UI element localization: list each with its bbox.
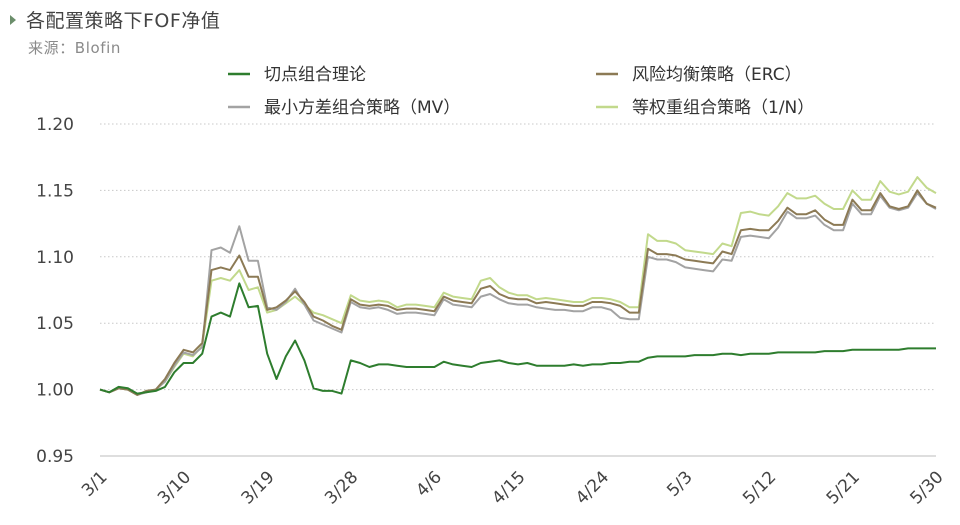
y-tick-label: 1.10 bbox=[36, 248, 74, 268]
x-tick-label: 3/1 bbox=[78, 467, 111, 500]
chart-source: 来源：Blofin bbox=[28, 39, 121, 57]
title-row: 各配置策略下FOF净值 bbox=[10, 6, 220, 33]
legend-label: 风险均衡策略（ERC） bbox=[632, 65, 802, 85]
y-tick-label: 1.15 bbox=[36, 181, 74, 201]
series-line-2 bbox=[99, 192, 937, 396]
legend-label: 切点组合理论 bbox=[264, 65, 366, 85]
legend-label: 等权重组合策略（1/N） bbox=[632, 98, 814, 118]
y-tick-label: 0.95 bbox=[36, 447, 74, 467]
y-tick-label: 1.05 bbox=[36, 314, 74, 334]
x-tick-label: 4/24 bbox=[572, 467, 613, 508]
y-tick-label: 1.20 bbox=[36, 115, 74, 135]
x-tick-label: 4/6 bbox=[412, 467, 445, 500]
x-tick-label: 5/21 bbox=[823, 467, 864, 508]
x-tick-label: 4/15 bbox=[488, 467, 529, 508]
x-tick-label: 5/30 bbox=[906, 467, 947, 508]
series-line-3 bbox=[99, 176, 937, 396]
y-tick-label: 1.00 bbox=[36, 381, 74, 401]
x-tick-label: 5/12 bbox=[739, 467, 780, 508]
legend-label: 最小方差组合策略（MV） bbox=[264, 98, 460, 118]
x-tick-label: 3/28 bbox=[321, 467, 362, 508]
x-tick-label: 5/3 bbox=[663, 467, 696, 500]
series-line-0 bbox=[99, 282, 936, 395]
series-line-1 bbox=[99, 189, 937, 396]
chart-title: 各配置策略下FOF净值 bbox=[26, 10, 221, 32]
x-tick-label: 3/19 bbox=[238, 467, 279, 508]
chart-header: 各配置策略下FOF净值 来源：Blofin bbox=[10, 6, 220, 58]
x-tick-label: 3/10 bbox=[154, 467, 195, 508]
title-marker-icon bbox=[10, 14, 16, 25]
